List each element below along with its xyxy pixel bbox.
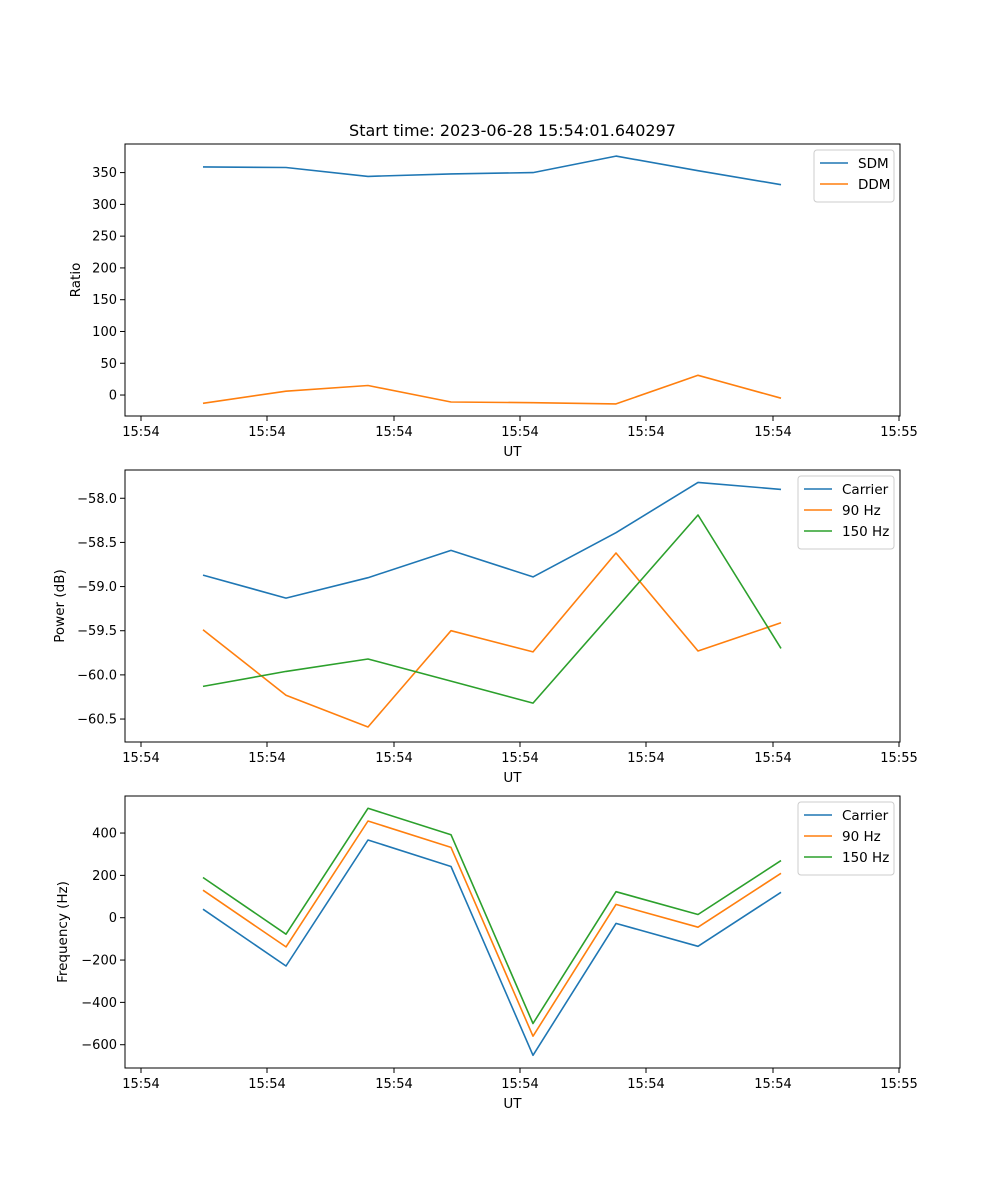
frequency-y-tick-label: −600 <box>81 1038 117 1053</box>
frequency-series-150-hz-line <box>202 807 782 1025</box>
power-series-carrier-line <box>202 481 782 599</box>
power-x-tick-label: 15:54 <box>248 751 285 766</box>
power-y-tick-label: −59.5 <box>77 624 117 639</box>
power-panel: −60.5−60.0−59.5−59.0−58.5−58.0 15:54 15:5… <box>52 469 918 786</box>
power-x-axis-label: UT <box>503 770 522 786</box>
power-legend: Carrier 90 Hz 150 Hz <box>797 475 895 550</box>
power-series-90-hz-line <box>202 552 782 728</box>
ratio-x-ticks: 15:54 15:54 15:54 15:54 15:54 15:54 15:55 <box>122 416 918 440</box>
ratio-plot-area <box>124 143 901 417</box>
ratio-y-tick-label: 50 <box>100 357 117 372</box>
ratio-x-tick-label: 15:54 <box>754 425 791 440</box>
frequency-plot-area <box>124 795 901 1069</box>
power-series-150-hz-line <box>202 514 782 704</box>
power-x-tick-label: 15:54 <box>122 751 159 766</box>
power-y-tick-label: −60.0 <box>77 668 117 683</box>
power-plot-area <box>124 469 901 743</box>
power-x-tick-label: 15:54 <box>754 751 791 766</box>
power-x-ticks: 15:54 15:54 15:54 15:54 15:54 15:54 15:55 <box>122 742 918 766</box>
frequency-series-carrier-line <box>202 839 782 1057</box>
ratio-x-tick-label: 15:54 <box>248 425 285 440</box>
ratio-x-tick-label: 15:54 <box>122 425 159 440</box>
power-x-tick-label: 15:55 <box>880 751 917 766</box>
power-legend-label-150-hz: 150 Hz <box>842 524 889 540</box>
power-x-tick-label: 15:54 <box>627 751 664 766</box>
frequency-x-tick-label: 15:54 <box>122 1077 159 1092</box>
power-legend-label-carrier: Carrier <box>842 482 889 498</box>
frequency-y-tick-label: 400 <box>92 827 117 842</box>
ratio-y-tick-label: 100 <box>92 325 117 340</box>
ratio-x-tick-label: 15:54 <box>627 425 664 440</box>
ratio-y-axis-label: Ratio <box>68 263 84 298</box>
frequency-x-tick-label: 15:54 <box>627 1077 664 1092</box>
frequency-x-axis-label: UT <box>503 1096 522 1112</box>
frequency-x-tick-label: 15:54 <box>248 1077 285 1092</box>
power-x-tick-label: 15:54 <box>501 751 538 766</box>
frequency-legend-label-150-hz: 150 Hz <box>842 850 889 866</box>
ratio-panel: Start time: 2023-06-28 15:54:01.640297 0… <box>68 121 918 460</box>
ratio-series-ddm-line <box>202 374 782 405</box>
ratio-x-tick-label: 15:54 <box>501 425 538 440</box>
frequency-x-tick-label: 15:55 <box>880 1077 917 1092</box>
power-y-tick-label: −58.5 <box>77 536 117 551</box>
ratio-y-ticks: 0 50 100 150 200 250 300 350 <box>92 166 125 404</box>
ratio-y-tick-label: 150 <box>92 293 117 308</box>
frequency-x-ticks: 15:54 15:54 15:54 15:54 15:54 15:54 15:55 <box>122 1068 918 1092</box>
ratio-y-tick-label: 300 <box>92 198 117 213</box>
ratio-legend-label-sdm: SDM <box>858 156 889 172</box>
ratio-y-tick-label: 200 <box>92 261 117 276</box>
ratio-y-tick-label: 250 <box>92 230 117 245</box>
frequency-legend-label-carrier: Carrier <box>842 808 889 824</box>
frequency-y-tick-label: −200 <box>81 954 117 969</box>
ratio-y-tick-label: 0 <box>109 389 117 404</box>
frequency-y-tick-label: 200 <box>92 869 117 884</box>
frequency-series <box>202 807 782 1057</box>
ratio-y-tick-label: 350 <box>92 166 117 181</box>
frequency-x-tick-label: 15:54 <box>375 1077 412 1092</box>
frequency-y-axis-label: Frequency (Hz) <box>55 881 71 983</box>
frequency-y-tick-label: 0 <box>109 911 117 926</box>
ratio-x-tick-label: 15:54 <box>375 425 412 440</box>
power-y-axis-label: Power (dB) <box>52 569 68 642</box>
power-y-ticks: −60.5 −60.0 −59.5 −59.0 −58.5 −58.0 <box>77 492 125 728</box>
power-y-tick-label: −58.0 <box>77 492 117 507</box>
frequency-legend-label-90-hz: 90 Hz <box>842 829 881 845</box>
frequency-y-ticks: −600 −400 −200 0 200 400 <box>81 827 125 1053</box>
ratio-x-tick-label: 15:55 <box>880 425 917 440</box>
ratio-series <box>202 155 782 405</box>
frequency-legend: Carrier 90 Hz 150 Hz <box>797 801 895 876</box>
power-y-tick-label: −59.0 <box>77 580 117 595</box>
frequency-y-tick-label: −400 <box>81 996 117 1011</box>
ratio-x-axis-label: UT <box>503 444 522 460</box>
ratio-legend-label-ddm: DDM <box>858 177 890 193</box>
power-x-tick-label: 15:54 <box>375 751 412 766</box>
frequency-x-tick-label: 15:54 <box>754 1077 791 1092</box>
ratio-series-sdm-line <box>202 155 782 186</box>
power-y-tick-label: −60.5 <box>77 713 117 728</box>
power-series <box>202 481 782 728</box>
ratio-title: Start time: 2023-06-28 15:54:01.640297 <box>349 121 676 140</box>
power-legend-label-90-hz: 90 Hz <box>842 503 881 519</box>
frequency-x-tick-label: 15:54 <box>501 1077 538 1092</box>
frequency-series-90-hz-line <box>202 820 782 1037</box>
ratio-legend: SDM DDM <box>813 149 895 203</box>
